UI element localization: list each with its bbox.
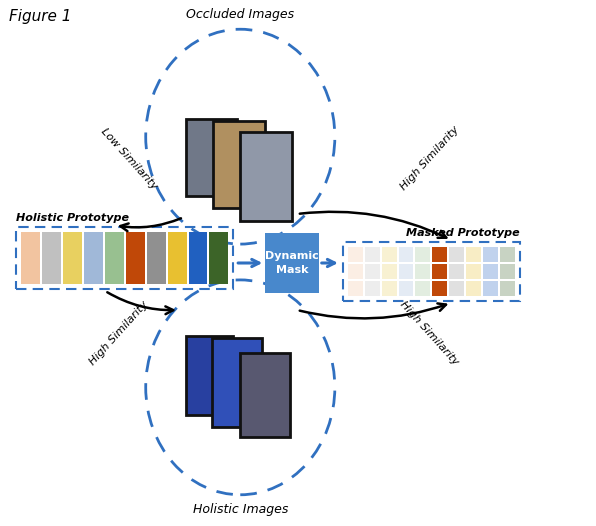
Text: Holistic Images: Holistic Images (193, 503, 288, 515)
Bar (21, 232, 40, 284)
Bar (466, 264, 481, 279)
Bar (449, 281, 464, 296)
Text: Holistic Prototype: Holistic Prototype (16, 213, 129, 223)
FancyBboxPatch shape (265, 233, 319, 293)
Text: Masked Prototype: Masked Prototype (406, 228, 520, 238)
Text: Dynamic
Mask: Dynamic Mask (265, 251, 319, 275)
Bar (415, 264, 430, 279)
Bar (126, 232, 145, 284)
Bar (500, 264, 515, 279)
FancyBboxPatch shape (185, 119, 237, 196)
Bar (500, 247, 515, 262)
Bar (466, 247, 481, 262)
FancyBboxPatch shape (185, 336, 233, 415)
Bar (432, 281, 448, 296)
Bar (209, 232, 228, 284)
Bar (500, 281, 515, 296)
Bar (432, 264, 448, 279)
Text: High Similarity: High Similarity (398, 125, 461, 193)
FancyBboxPatch shape (213, 121, 265, 208)
Bar (147, 232, 166, 284)
FancyBboxPatch shape (240, 352, 290, 437)
Bar (449, 264, 464, 279)
Bar (63, 232, 82, 284)
Bar (365, 281, 380, 296)
Bar (415, 281, 430, 296)
Bar (466, 281, 481, 296)
FancyBboxPatch shape (16, 227, 233, 289)
Bar (399, 247, 414, 262)
Bar (449, 247, 464, 262)
Bar (84, 232, 103, 284)
Bar (381, 247, 396, 262)
Bar (432, 247, 448, 262)
Bar (483, 264, 498, 279)
FancyBboxPatch shape (343, 242, 520, 301)
Bar (365, 247, 380, 262)
Bar (415, 247, 430, 262)
Text: Occluded Images: Occluded Images (186, 8, 294, 21)
Bar (348, 281, 363, 296)
Bar (167, 232, 187, 284)
Bar (483, 281, 498, 296)
Bar (42, 232, 61, 284)
Text: Low Similarity: Low Similarity (99, 126, 159, 191)
Text: High Similarity: High Similarity (398, 300, 461, 368)
Bar (188, 232, 207, 284)
FancyBboxPatch shape (240, 132, 292, 221)
Bar (399, 281, 414, 296)
Bar (399, 264, 414, 279)
Bar (105, 232, 124, 284)
Text: Figure 1: Figure 1 (10, 9, 72, 24)
Bar (381, 264, 396, 279)
Bar (381, 281, 396, 296)
Text: High Similarity: High Similarity (88, 300, 150, 368)
Bar (483, 247, 498, 262)
Bar (348, 247, 363, 262)
Bar (365, 264, 380, 279)
Bar (348, 264, 363, 279)
FancyBboxPatch shape (212, 338, 262, 427)
